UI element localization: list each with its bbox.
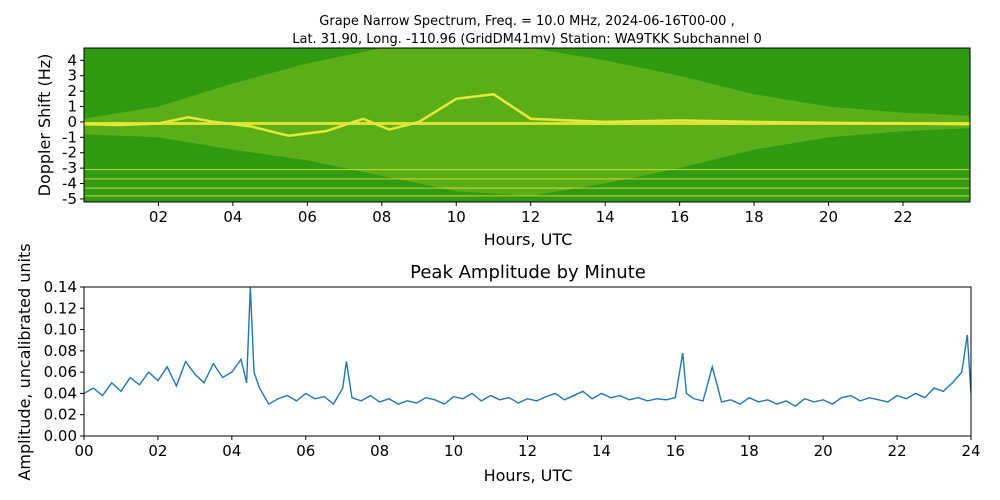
amplitude-ytick-label: 0.00 (44, 427, 77, 445)
spectrum-title-line2: Lat. 31.90, Long. -110.96 (GridDM41mv) S… (292, 32, 762, 47)
amplitude-ytick-label: 0.12 (44, 299, 77, 317)
spectrum-plot-area (84, 48, 970, 202)
spectrum-ytick-label: 2 (67, 82, 77, 100)
amplitude-ytick-label: 0.06 (44, 363, 77, 381)
spectrum-xtick-label: 18 (745, 208, 764, 226)
spectrum-ytick-label: -1 (62, 128, 77, 146)
amplitude-frame (83, 286, 972, 437)
amplitude-ytick-label: 0.08 (44, 342, 77, 360)
spectrum-xtick-label: 10 (447, 208, 466, 226)
amplitude-xtick-label: 06 (296, 442, 315, 460)
amplitude-xtick-label: 22 (888, 442, 907, 460)
amplitude-xtick-label: 02 (148, 442, 167, 460)
spectrum-xtick-label: 14 (596, 208, 615, 226)
amplitude-xtick-label: 04 (222, 442, 241, 460)
spectrum-xtick-label: 22 (893, 208, 912, 226)
spectrum-ytick-label: 3 (67, 67, 77, 85)
spectrum-ytick-label: -3 (62, 159, 77, 177)
amplitude-xtick-label: 00 (74, 442, 93, 460)
spectrum-ytick-label: -4 (62, 175, 77, 193)
spectrum-xtick-label: 12 (521, 208, 540, 226)
amplitude-xtick-label: 24 (961, 442, 980, 460)
spectrum-xtick-label: 04 (223, 208, 242, 226)
amplitude-xtick-label: 18 (740, 442, 759, 460)
amplitude-xtick-label: 14 (592, 442, 611, 460)
amplitude-xtick-label: 12 (518, 442, 537, 460)
amplitude-ytick-label: 0.10 (44, 321, 77, 339)
amplitude-ylabel: Amplitude, uncalibrated units (15, 243, 34, 480)
amplitude-xtick-label: 20 (814, 442, 833, 460)
spectrum-ytick-label: -5 (62, 190, 77, 208)
spectrum-xlabel: Hours, UTC (484, 230, 573, 249)
spectrum-xtick-label: 16 (670, 208, 689, 226)
amplitude-series-line (84, 287, 971, 408)
spectrum-xtick-label: 06 (298, 208, 317, 226)
amplitude-xtick-label: 08 (370, 442, 389, 460)
spectrum-xtick-label: 08 (372, 208, 391, 226)
spectrum-title-line1: Grape Narrow Spectrum, Freq. = 10.0 MHz,… (319, 14, 734, 29)
amplitude-plot-area (84, 287, 971, 408)
spectrum-ytick-label: -2 (62, 144, 77, 162)
spectrum-xtick-label: 02 (149, 208, 168, 226)
spectrum-xtick-label: 20 (819, 208, 838, 226)
amplitude-xtick-label: 10 (444, 442, 463, 460)
spectrum-doppler-trace (84, 92, 970, 138)
spectrum-ytick-label: 0 (67, 113, 77, 131)
spectrum-frame (83, 47, 971, 203)
amplitude-ytick-label: 0.14 (44, 278, 77, 296)
amplitude-ytick-label: 0.04 (44, 384, 77, 402)
spectrum-bright-band (84, 48, 970, 196)
amplitude-xlabel: Hours, UTC (484, 466, 573, 485)
amplitude-title: Peak Amplitude by Minute (410, 262, 646, 283)
amplitude-ytick-label: 0.02 (44, 406, 77, 424)
spectrum-ytick-label: 4 (67, 51, 77, 69)
amplitude-xtick-label: 16 (666, 442, 685, 460)
spectrum-ylabel: Doppler Shift (Hz) (35, 54, 54, 197)
spectrum-ytick-label: 1 (67, 98, 77, 116)
